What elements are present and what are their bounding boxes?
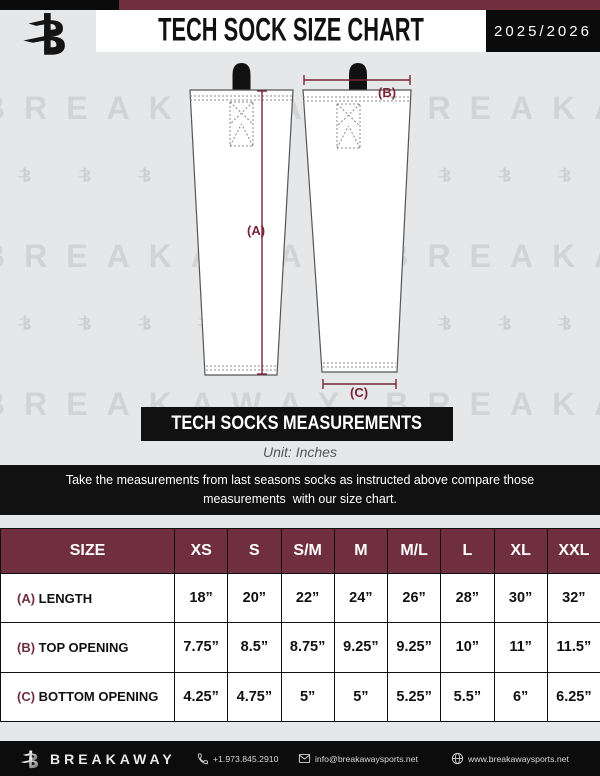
svg-text:(B): (B) (378, 85, 396, 100)
svg-text:(C): (C) (350, 385, 368, 400)
svg-text:(A): (A) (247, 223, 265, 238)
